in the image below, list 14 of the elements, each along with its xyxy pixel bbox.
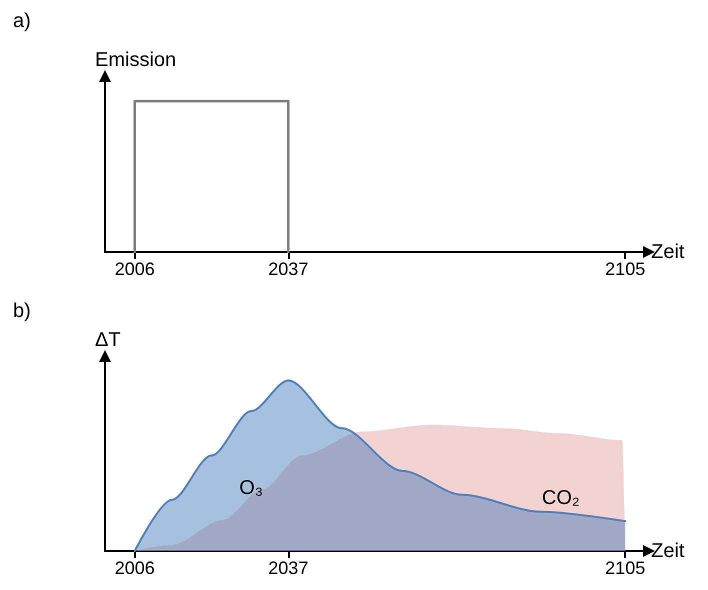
series-label: O₃ — [239, 477, 263, 500]
x-tick-label: 2006 — [114, 558, 155, 578]
chart-title: a) — [13, 10, 31, 32]
x-axis-title: Zeit — [651, 241, 685, 263]
chart-title: b) — [13, 300, 31, 322]
series-label: CO₂ — [542, 487, 580, 510]
x-tick-label: 2037 — [268, 259, 308, 279]
x-axis-title: Zeit — [651, 540, 685, 562]
x-tick-label: 2105 — [605, 259, 646, 279]
y-axis-title: ΔT — [95, 329, 121, 351]
x-tick-label: 2105 — [605, 558, 646, 578]
y-axis-title: Emission — [95, 49, 176, 71]
x-tick-label: 2037 — [268, 558, 308, 578]
x-tick-label: 2006 — [114, 259, 155, 279]
